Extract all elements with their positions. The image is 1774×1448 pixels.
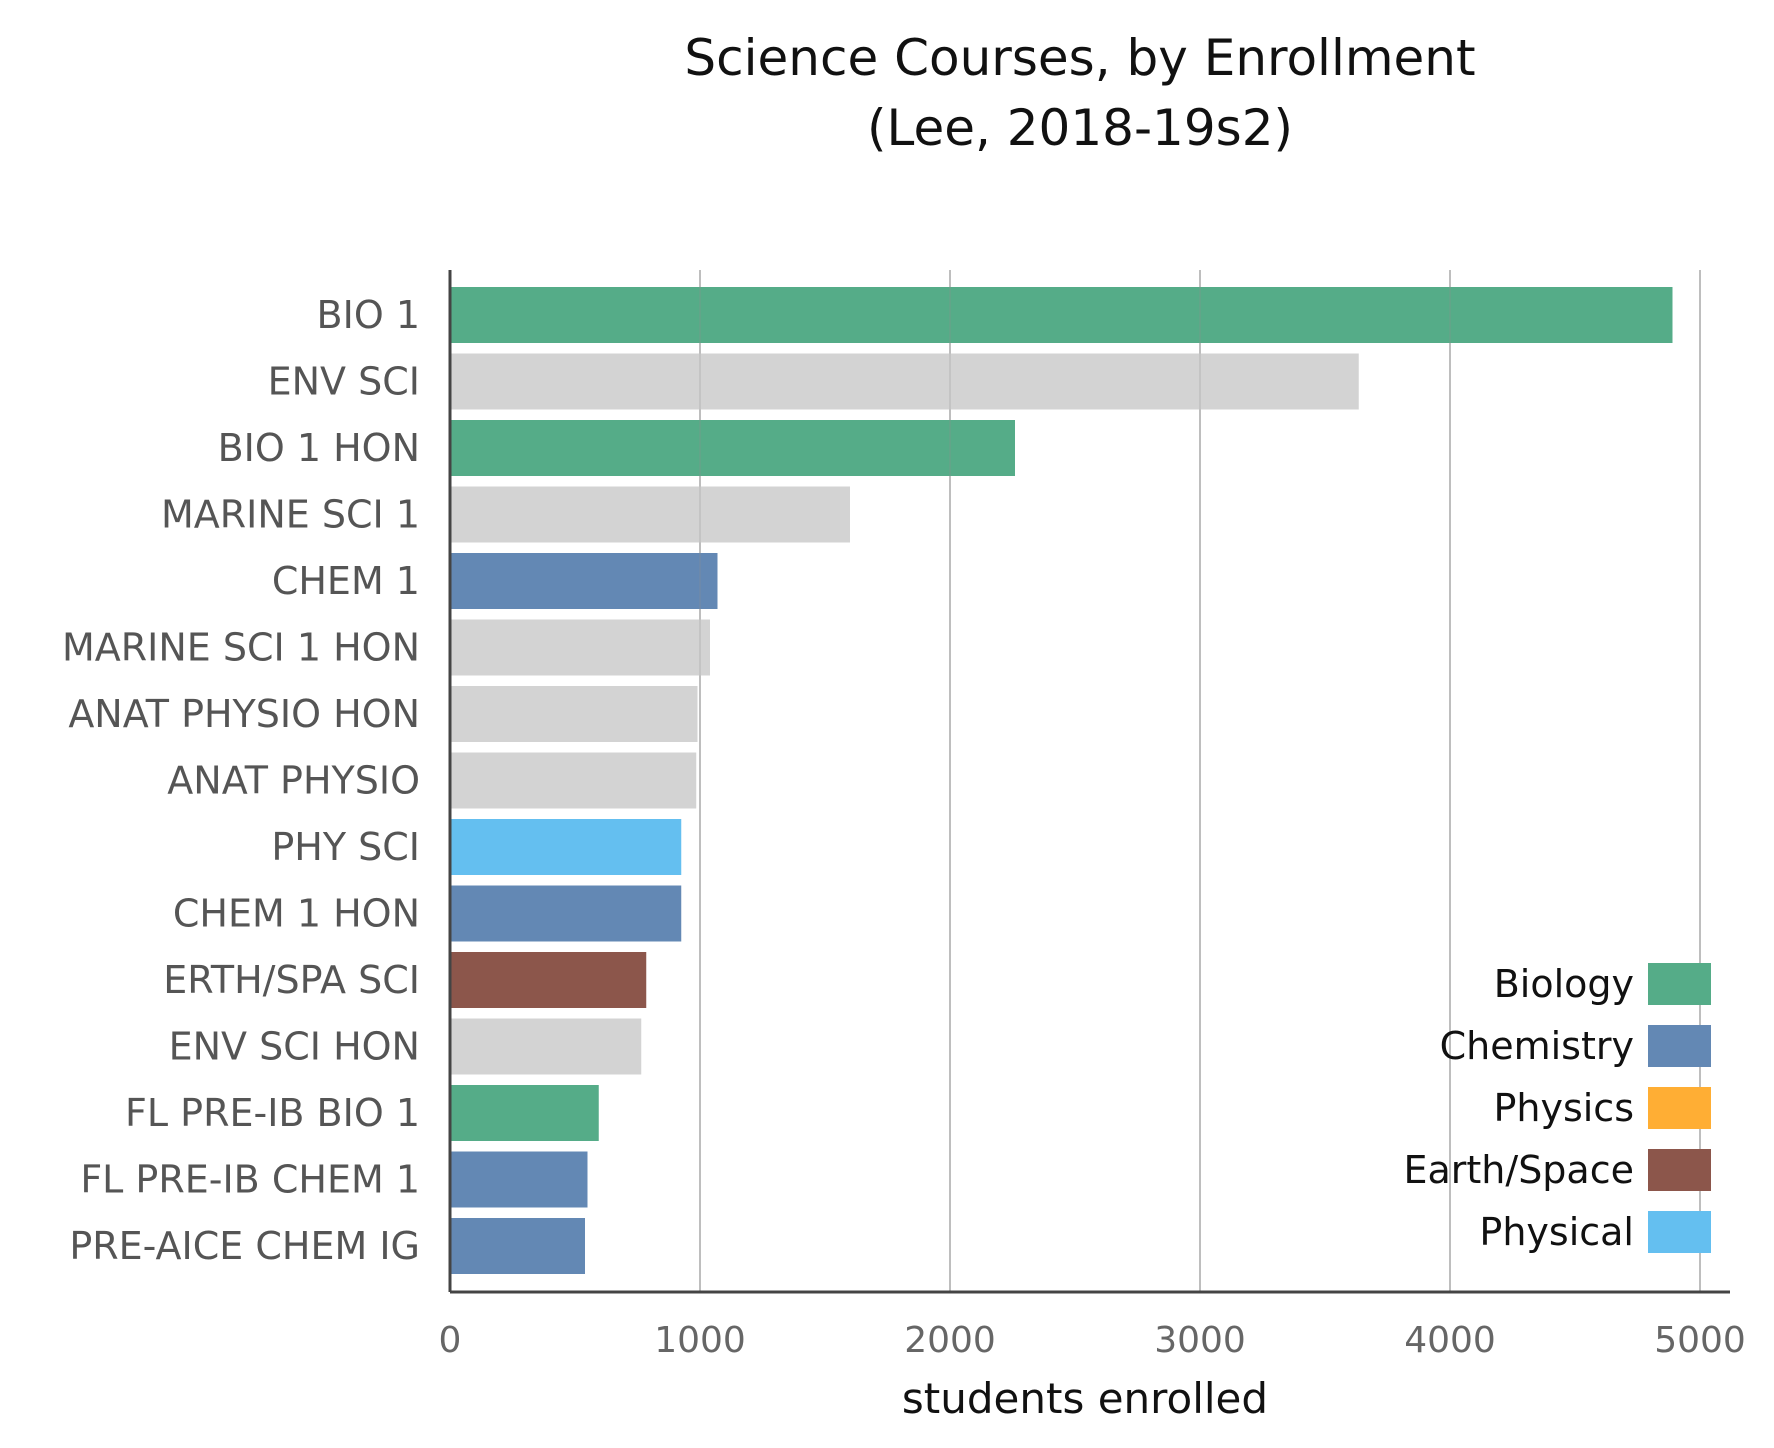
category-label: MARINE SCI 1 HON [62,626,420,670]
bar-fl-pre-ib-chem-1 [450,1151,588,1208]
legend-label: Chemistry [1440,1024,1634,1068]
category-label: BIO 1 [317,293,420,337]
bar-marine-sci-1-hon [450,619,710,676]
bar-chem-1 [450,553,718,609]
bars [450,270,1701,1292]
bar-chem-1-hon [450,885,682,942]
chart-title-group: Science Courses, by Enrollment (Lee, 2018… [684,29,1475,157]
chart-title-line-1: Science Courses, by Enrollment [684,29,1475,87]
bar-env-sci [450,353,1359,410]
bar-phy-sci [450,819,682,875]
x-axis-title-group: students enrolled [902,1374,1268,1423]
legend-swatch-chemistry [1648,1025,1711,1067]
bar-bio-1 [450,287,1673,343]
category-label: PHY SCI [271,825,420,869]
category-label: MARINE SCI 1 [161,493,420,537]
bar-marine-sci-1 [450,486,850,543]
category-label: ANAT PHYSIO HON [68,692,420,736]
category-label: ENV SCI HON [169,1025,420,1069]
axes [448,270,1730,1294]
category-label: PRE-AICE CHEM IG [69,1224,420,1268]
legend-swatch-biology [1648,963,1711,1005]
legend-label: Biology [1494,962,1634,1006]
legend-swatch-earth-space [1648,1149,1711,1191]
legend-label: Earth/Space [1403,1148,1634,1192]
x-tick-labels: 0 1000 2000 3000 4000 5000 [439,1320,1746,1361]
x-tick-label: 3000 [1154,1320,1246,1361]
category-label: ENV SCI [268,360,420,404]
legend: Biology Chemistry Physics Earth/Space Physic… [1403,962,1711,1254]
legend-label: Physical [1479,1210,1634,1254]
legend-swatch-physical [1648,1211,1711,1253]
bar-erth-spa-sci [450,952,647,1008]
bar-fl-pre-ib-bio-1 [450,1085,599,1141]
bar-env-sci-hon [450,1018,642,1075]
x-tick-label: 2000 [904,1320,996,1361]
category-label: BIO 1 HON [218,426,420,470]
category-label: FL PRE-IB BIO 1 [125,1091,420,1135]
bar-anat-physio-hon [450,686,698,742]
x-tick-label: 0 [439,1320,462,1361]
category-labels: BIO 1 ENV SCI BIO 1 HON MARINE SCI 1 CHEM 1 M… [62,293,420,1268]
legend-swatch-physics [1648,1087,1711,1129]
x-tick-label: 1000 [654,1320,746,1361]
chart-title-line-2: (Lee, 2018-19s2) [867,99,1293,157]
x-tick-label: 5000 [1654,1320,1746,1361]
category-label: ERTH/SPA SCI [163,958,420,1002]
bar-bio-1-hon [450,420,1015,476]
category-label: CHEM 1 [272,559,420,603]
bar-pre-aice-chem-ig [450,1218,585,1274]
legend-label: Physics [1493,1086,1634,1130]
x-axis-title: students enrolled [902,1374,1268,1423]
x-tick-label: 4000 [1404,1320,1496,1361]
bar-anat-physio [450,752,697,809]
category-label: ANAT PHYSIO [167,759,420,803]
category-label: CHEM 1 HON [173,892,420,936]
category-label: FL PRE-IB CHEM 1 [80,1158,420,1202]
